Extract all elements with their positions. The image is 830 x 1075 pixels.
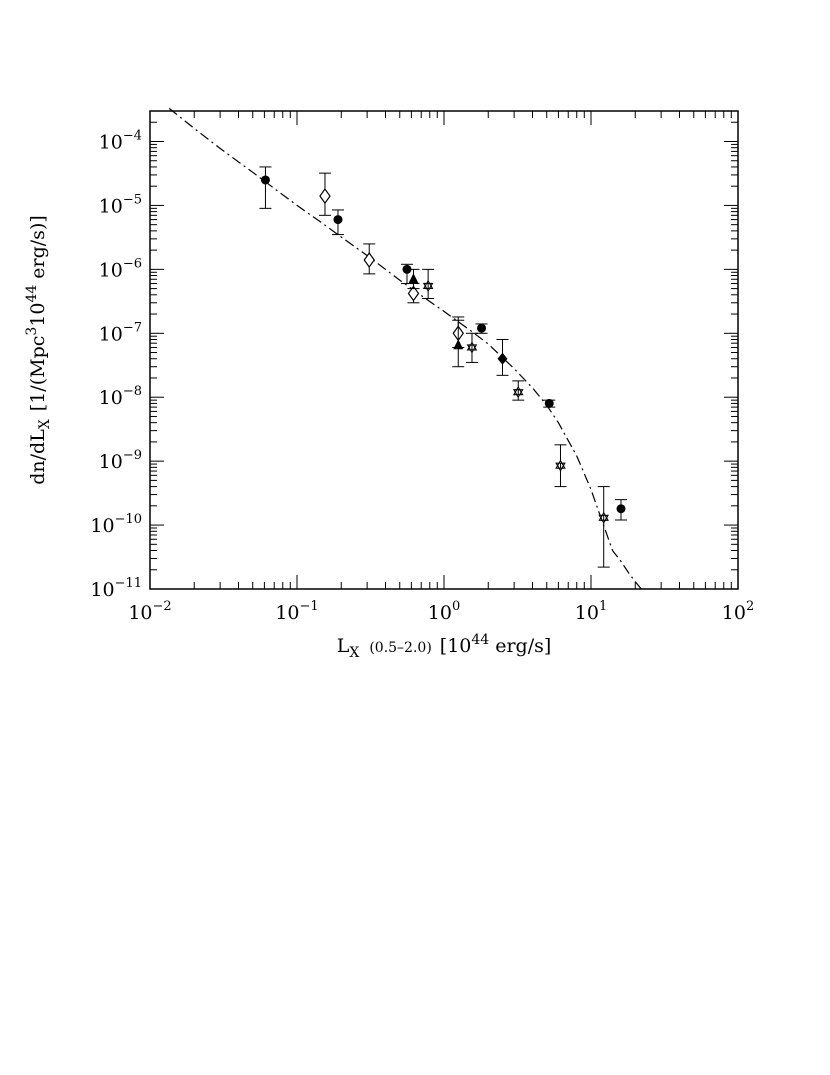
star-marker — [466, 341, 478, 354]
x-tick-labels: 10−2 10−1 100 101 102 — [128, 599, 754, 624]
filled-circle-marker — [333, 215, 343, 225]
filled-circle-marker — [477, 323, 487, 333]
filled-circle-marker — [260, 175, 270, 185]
filled-triangle-marker — [453, 339, 464, 350]
filled-circle-marker — [402, 264, 412, 274]
star-marker — [512, 386, 524, 399]
x-tick-label: 10−1 — [275, 599, 318, 624]
y-tick-label: 10−6 — [99, 256, 142, 281]
data-point — [512, 380, 525, 401]
data-point — [363, 243, 376, 275]
x-axis-label: LX (0.5–2.0) [1044 erg/s] — [337, 632, 552, 661]
data-point — [259, 166, 272, 209]
model-curve — [168, 107, 642, 590]
plot-frame — [149, 110, 739, 590]
filled-circle-marker — [616, 504, 626, 514]
open-diamond-marker — [363, 251, 375, 269]
y-tick-labels: 10−4 10−5 10−6 10−7 10−8 10−9 10−10 10−11 — [90, 129, 142, 601]
star-marker — [598, 511, 609, 524]
y-tick-label: 10−11 — [90, 576, 142, 601]
data-point — [475, 323, 488, 334]
data-point — [543, 398, 556, 408]
axis-ticks — [149, 110, 738, 590]
open-diamond-marker — [407, 285, 420, 302]
data-point — [452, 316, 465, 368]
x-tick-label: 102 — [722, 599, 754, 624]
filled-triangle-marker — [408, 273, 419, 284]
data-points — [259, 166, 628, 568]
y-axis-label: dn/dLX[1/(Mpc31044erg/s)] — [24, 215, 53, 485]
data-point — [496, 338, 509, 376]
y-tick-label: 10−8 — [99, 384, 142, 409]
data-point — [554, 444, 567, 488]
data-point — [331, 209, 344, 236]
y-tick-label: 10−5 — [99, 192, 142, 217]
y-tick-label: 10−9 — [99, 448, 142, 473]
y-tick-label: 10−10 — [90, 512, 142, 537]
data-point — [465, 332, 478, 363]
x-tick-label: 101 — [575, 599, 607, 624]
data-point — [407, 283, 420, 304]
star-marker — [422, 279, 434, 293]
star-marker — [555, 459, 566, 472]
filled-diamond-marker — [497, 352, 508, 365]
data-point — [318, 172, 331, 216]
x-tick-label: 10−2 — [128, 599, 171, 624]
data-point — [407, 268, 420, 290]
data-point — [422, 268, 435, 300]
y-tick-label: 10−4 — [99, 129, 142, 154]
filled-circle-marker — [544, 398, 554, 408]
data-point — [615, 499, 628, 521]
data-point — [597, 486, 610, 568]
x-tick-label: 100 — [428, 599, 460, 624]
y-tick-label: 10−7 — [99, 320, 142, 345]
open-diamond-marker — [319, 188, 331, 205]
